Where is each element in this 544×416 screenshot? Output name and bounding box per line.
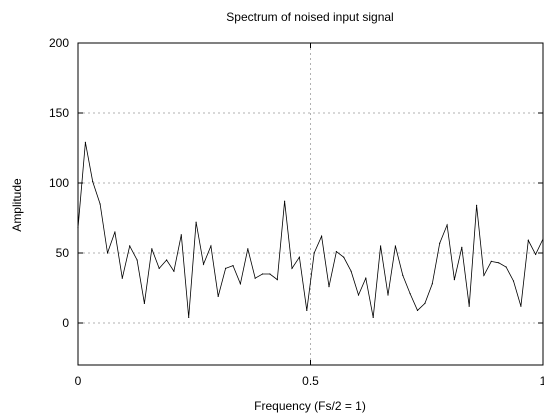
data-point <box>343 256 345 258</box>
data-point <box>151 248 153 250</box>
data-point <box>158 267 160 269</box>
data-point <box>261 273 264 275</box>
data-point <box>380 245 382 247</box>
data-point <box>202 263 205 265</box>
data-point <box>490 260 492 262</box>
data-point <box>365 277 367 279</box>
y-axis-label: Amplitude <box>10 178 24 232</box>
tick-marks <box>77 42 544 365</box>
data-point <box>402 274 404 276</box>
data-point <box>173 270 175 272</box>
data-point <box>239 283 241 285</box>
data-point <box>446 224 448 226</box>
data-point <box>254 277 256 279</box>
data-point <box>166 259 168 261</box>
data-point <box>77 227 79 229</box>
data-point <box>498 262 500 264</box>
data-point <box>520 305 522 307</box>
data-point <box>284 200 286 202</box>
data-point <box>394 245 396 247</box>
data-point <box>431 283 433 285</box>
data-point <box>372 316 374 318</box>
data-point <box>313 252 315 254</box>
x-tick-label: 0 <box>75 374 82 388</box>
data-point <box>505 266 507 268</box>
data-point <box>527 239 529 241</box>
data-point <box>180 234 182 236</box>
data-point <box>276 279 278 281</box>
data-point <box>121 277 123 279</box>
data-point <box>357 294 360 296</box>
data-point <box>328 286 330 288</box>
data-point <box>114 231 116 233</box>
data-point <box>129 245 131 247</box>
x-tick-label: 0.5 <box>302 374 319 388</box>
data-point <box>461 246 463 248</box>
data-point <box>542 238 544 240</box>
data-point <box>321 235 323 237</box>
data-point <box>335 251 337 253</box>
data-point <box>143 302 145 304</box>
data-point <box>306 309 308 311</box>
data-point <box>247 248 249 250</box>
data-point <box>84 141 86 143</box>
y-tick-label: 200 <box>49 36 69 50</box>
data-point <box>269 273 271 275</box>
data-point <box>476 204 478 206</box>
data-point <box>291 267 293 269</box>
y-tick-label: 50 <box>56 246 70 260</box>
data-point <box>232 265 234 267</box>
data-point <box>188 316 190 318</box>
data-point <box>106 252 109 254</box>
x-tick-labels: 0 0.5 1 <box>75 374 544 388</box>
y-tick-label: 150 <box>49 106 69 120</box>
data-point <box>99 203 101 205</box>
data-point <box>195 221 197 223</box>
data-point <box>298 256 300 258</box>
data-point <box>217 295 219 297</box>
grid <box>78 43 543 365</box>
data-point <box>387 294 389 296</box>
data-point <box>468 305 470 307</box>
x-tick-label: 1 <box>540 374 544 388</box>
series-line <box>77 142 544 318</box>
y-tick-labels: 0 50 100 150 200 <box>49 36 69 330</box>
data-point <box>136 259 138 261</box>
data-point <box>512 280 515 282</box>
x-axis-label: Frequency (Fs/2 = 1) <box>254 399 366 413</box>
data-point <box>424 302 426 304</box>
data-point <box>409 293 411 295</box>
data-point <box>92 181 94 183</box>
data-points <box>77 141 544 318</box>
data-point <box>416 309 419 311</box>
data-point <box>210 245 212 247</box>
data-point <box>453 279 455 281</box>
y-tick-label: 0 <box>62 316 69 330</box>
data-point <box>483 274 485 276</box>
data-point <box>535 253 537 255</box>
data-point <box>350 270 352 272</box>
data-point <box>225 267 227 269</box>
chart-title: Spectrum of noised input signal <box>226 10 393 24</box>
y-tick-label: 100 <box>49 176 69 190</box>
data-point <box>439 242 441 244</box>
